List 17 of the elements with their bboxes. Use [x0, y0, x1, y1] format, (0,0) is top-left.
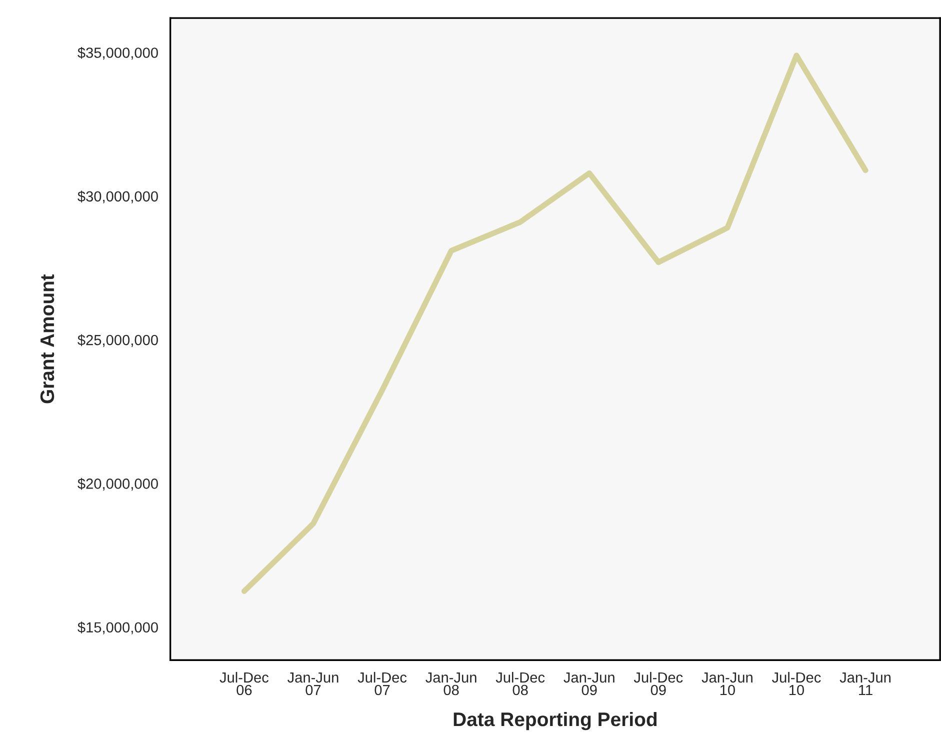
y-tick-label: $15,000,000	[78, 622, 158, 634]
y-axis-title: Grant Amount	[40, 274, 54, 404]
y-tick-label: $20,000,000	[78, 478, 158, 491]
x-tick-label: Jul-Dec 09	[634, 672, 683, 696]
x-tick-label: Jan-Jun 07	[288, 672, 338, 696]
y-tick-label: $25,000,000	[78, 334, 158, 347]
x-tick-label: Jan-Jun 09	[564, 672, 614, 696]
y-tick-label: $30,000,000	[78, 190, 158, 204]
x-tick-label: Jan-Jun 11	[840, 672, 890, 696]
x-tick-label: Jul-Dec 06	[220, 672, 269, 696]
x-tick-label: Jul-Dec 08	[496, 672, 545, 696]
x-tick-label: Jul-Dec 10	[772, 672, 821, 696]
x-tick-label: Jan-Jun 08	[426, 672, 476, 696]
x-tick-label: Jul-Dec 07	[358, 672, 407, 696]
x-axis-title: Data Reporting Period	[454, 712, 657, 730]
x-tick-label: Jan-Jun 10	[702, 672, 752, 696]
y-tick-label: $35,000,000	[78, 46, 158, 60]
